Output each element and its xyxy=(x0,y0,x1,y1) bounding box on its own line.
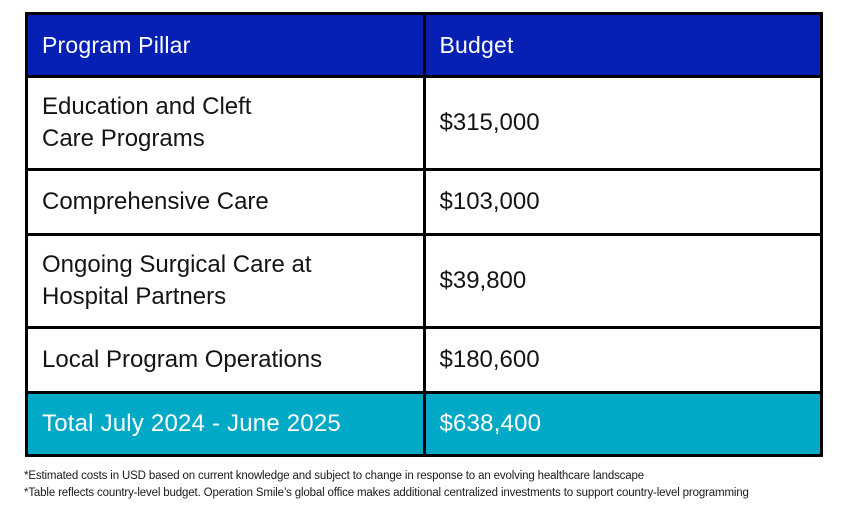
budget-cell: $39,800 xyxy=(422,233,823,329)
pillar-cell: Education and Cleft Care Programs xyxy=(25,75,426,171)
budget-table: Program Pillar Budget Education and Clef… xyxy=(25,12,823,457)
pillar-label: Education and Cleft Care Programs xyxy=(42,93,252,152)
pillar-label: Ongoing Surgical Care at Hospital Partne… xyxy=(42,251,312,310)
pillar-label: Comprehensive Care xyxy=(42,188,269,216)
footnotes: *Estimated costs in USD based on current… xyxy=(24,468,749,502)
total-label-cell: Total July 2024 - June 2025 xyxy=(25,391,426,457)
footnote-estimated-costs: *Estimated costs in USD based on current… xyxy=(24,470,645,482)
total-budget-value: $638,400 xyxy=(439,410,542,437)
pillar-cell: Comprehensive Care xyxy=(25,168,426,236)
pillar-cell: Local Program Operations xyxy=(25,326,426,394)
table-header-row: Program Pillar Budget xyxy=(25,12,823,78)
budget-value: $39,800 xyxy=(439,267,527,295)
budget-cell: $315,000 xyxy=(422,75,823,171)
budget-cell: $180,600 xyxy=(422,326,823,394)
budget-value: $180,600 xyxy=(439,346,540,374)
table-row: Education and Cleft Care Programs $315,0… xyxy=(25,75,823,171)
table-row: Comprehensive Care $103,000 xyxy=(25,168,823,236)
pillar-cell: Ongoing Surgical Care at Hospital Partne… xyxy=(25,233,426,329)
total-budget-cell: $638,400 xyxy=(422,391,823,457)
budget-cell: $103,000 xyxy=(422,168,823,236)
column-header-label: Program Pillar xyxy=(42,31,191,58)
total-label: Total July 2024 - June 2025 xyxy=(42,410,341,437)
table-total-row: Total July 2024 - June 2025 $638,400 xyxy=(25,391,823,457)
table-row: Ongoing Surgical Care at Hospital Partne… xyxy=(25,233,823,329)
table-row: Local Program Operations $180,600 xyxy=(25,326,823,394)
column-header-budget: Budget xyxy=(422,12,823,78)
footnote-country-level-budget: *Table reflects country-level budget. Op… xyxy=(24,487,749,499)
budget-value: $103,000 xyxy=(439,188,540,216)
budget-value: $315,000 xyxy=(439,109,540,137)
pillar-label: Local Program Operations xyxy=(42,346,323,374)
column-header-program-pillar: Program Pillar xyxy=(25,12,426,78)
column-header-label: Budget xyxy=(439,31,514,58)
